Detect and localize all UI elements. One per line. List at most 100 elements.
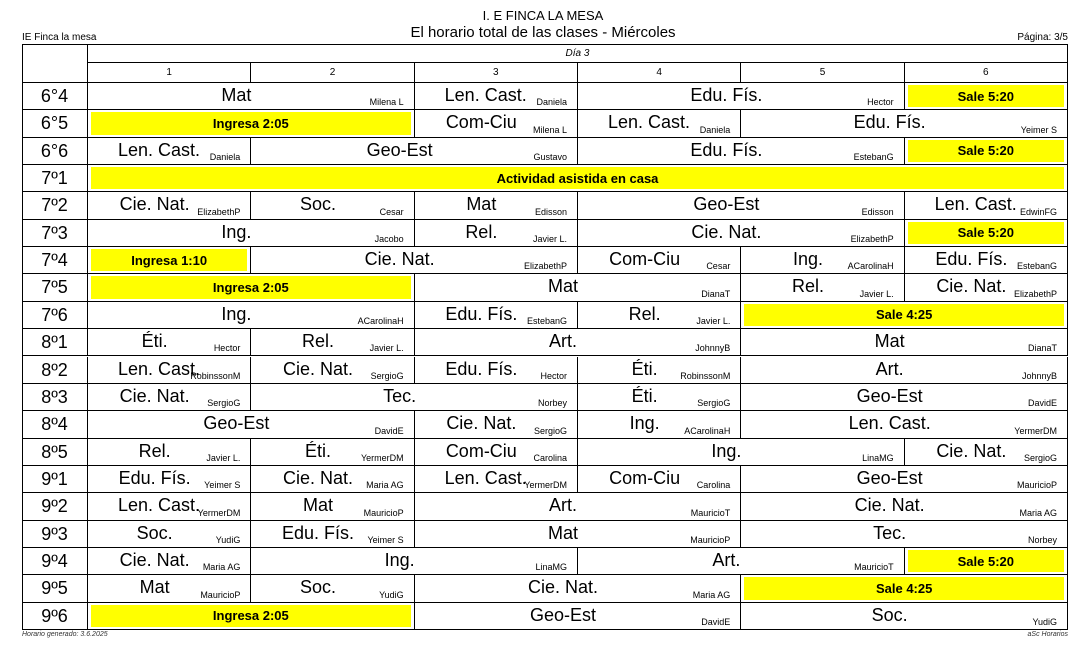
teacher: DavidE: [374, 425, 404, 436]
lesson-cell: Cie. Nat. Maria AG: [414, 575, 742, 603]
school-name: I. E FINCA LA MESA: [482, 8, 604, 23]
school-short: IE Finca la mesa: [22, 32, 97, 43]
lesson-cell: Com-Ciu Carolina: [578, 465, 742, 494]
subject: Rel.: [301, 331, 334, 352]
teacher: EstebanG: [526, 316, 567, 327]
lesson-cell: Len. Cast. Daniela: [88, 137, 252, 166]
teacher: YudiG: [379, 589, 404, 600]
teacher: YudiG: [1032, 616, 1057, 627]
highlight-note: Ingresa 2:05: [91, 112, 411, 135]
subject: Edu. Fís.: [118, 467, 191, 488]
subject: Ing.: [221, 303, 252, 324]
lesson-cell: Com-Ciu Carolina: [414, 438, 578, 466]
lesson-cell: Edu. Fís. Yeimer S: [251, 520, 415, 548]
lesson-cell: Ingresa 2:05: [88, 602, 415, 630]
lesson-cell: Éti. RobinssonM: [578, 356, 742, 384]
lesson-cell: Soc. YudiG: [251, 575, 415, 603]
subject: Ing.: [221, 221, 252, 242]
lesson-cell: Cie. Nat. ElizabethP: [904, 274, 1068, 302]
subject: Soc.: [299, 194, 337, 215]
lesson-cell: Cie. Nat. SergioG: [88, 383, 252, 412]
lesson-cell: Ing. LinaMG: [578, 438, 905, 466]
teacher: SergioG: [697, 398, 731, 409]
lesson-cell: Mat DianaT: [414, 274, 742, 302]
subject: Len. Cast.: [118, 495, 201, 516]
subject: Soc.: [299, 577, 337, 598]
lesson-cell: Rel. Javier L.: [88, 438, 252, 466]
period-header: 4: [578, 63, 742, 83]
lesson-cell: Mat MauricioP: [251, 493, 415, 521]
lesson-cell: Cie. Nat. ElizabethP: [578, 219, 905, 248]
teacher: Jacobo: [374, 234, 404, 245]
subject: Geo-Est: [856, 467, 923, 488]
subject: Cie. Nat.: [282, 467, 354, 488]
lesson-cell: Soc. Cesar: [251, 192, 415, 220]
lesson-cell: Art. JohnnyB: [414, 329, 742, 357]
class-label: 7º5: [22, 274, 88, 302]
lesson-cell: Sale 4:25: [741, 301, 1068, 330]
class-label: 8º1: [22, 329, 88, 357]
lesson-cell: Len. Cast. YermerDM: [88, 493, 252, 521]
page-number: Página: 3/5: [1017, 32, 1068, 43]
lesson-cell: Ingresa 2:05: [88, 274, 415, 302]
lesson-cell: Art. MauricioT: [414, 493, 742, 521]
teacher: Maria AG: [202, 562, 241, 573]
class-label: 6°4: [22, 83, 88, 111]
lesson-cell: Cie. Nat. Maria AG: [741, 493, 1068, 521]
lesson-cell: Len. Cast. EdwinFG: [904, 192, 1068, 220]
class-label: 8º4: [22, 411, 88, 439]
teacher: JohnnyB: [1021, 370, 1057, 381]
highlight-note: Ingresa 2:05: [91, 276, 411, 299]
teacher: MauricioP: [1016, 480, 1057, 491]
subject: Ing.: [792, 249, 824, 270]
subject: Art.: [875, 358, 904, 379]
subject: Len. Cast.: [444, 467, 527, 488]
teacher: Daniela: [209, 152, 241, 163]
teacher: Yeimer S: [1020, 124, 1057, 135]
subject: Len. Cast.: [934, 194, 1017, 215]
class-label: 8º2: [22, 356, 88, 384]
lesson-cell: Geo-Est Edisson: [578, 192, 905, 220]
teacher: RobinssonM: [680, 370, 731, 381]
lesson-cell: Mat DianaT: [741, 329, 1068, 357]
teacher: Javier L.: [369, 343, 404, 354]
lesson-cell: Edu. Fís. EstebanG: [578, 137, 905, 166]
teacher: EstebanG: [853, 152, 894, 163]
subject: Geo-Est: [529, 604, 597, 625]
teacher: EstebanG: [1016, 261, 1057, 272]
period-header: 3: [414, 63, 578, 83]
teacher: YermerDM: [524, 480, 567, 491]
class-label: 9º5: [22, 575, 88, 603]
teacher: Maria AG: [366, 480, 404, 491]
subject: Com-Ciu: [445, 440, 517, 461]
teacher: DianaT: [701, 288, 731, 299]
subject: Geo-Est: [366, 139, 433, 160]
teacher: EdwinFG: [1019, 206, 1057, 217]
lesson-cell: Mat Milena L: [88, 83, 415, 111]
subject: Tec.: [383, 385, 417, 406]
teacher: DianaT: [1027, 343, 1057, 354]
lesson-cell: Geo-Est MauricioP: [741, 465, 1068, 494]
subject: Len. Cast.: [608, 112, 691, 133]
lesson-cell: Éti. Hector: [88, 329, 252, 357]
subject: Cie. Nat.: [691, 221, 762, 242]
subject: Rel.: [628, 303, 661, 324]
teacher: Javier L.: [696, 316, 731, 327]
lesson-cell: Sale 5:20: [904, 137, 1068, 166]
subject: Edu. Fís.: [281, 522, 355, 543]
teacher: JohnnyB: [695, 343, 731, 354]
lesson-cell: Sale 5:20: [904, 219, 1068, 248]
subject: Cie. Nat.: [364, 249, 435, 270]
generated-date: Horario generado: 3.6.2025: [22, 631, 108, 638]
subject: Cie. Nat.: [119, 549, 190, 570]
teacher: RobinssonM: [190, 370, 241, 381]
subject: Soc.: [871, 604, 908, 625]
lesson-cell: Geo-Est DavidE: [741, 383, 1068, 412]
teacher: ElizabethP: [197, 206, 241, 217]
lesson-cell: Actividad asistida en casa: [88, 165, 1068, 193]
subject: Éti.: [141, 331, 168, 352]
lesson-cell: Cie. Nat. ElizabethP: [88, 192, 252, 220]
lesson-cell: Edu. Fís. EstebanG: [414, 301, 578, 330]
teacher: Javier L.: [859, 288, 894, 299]
